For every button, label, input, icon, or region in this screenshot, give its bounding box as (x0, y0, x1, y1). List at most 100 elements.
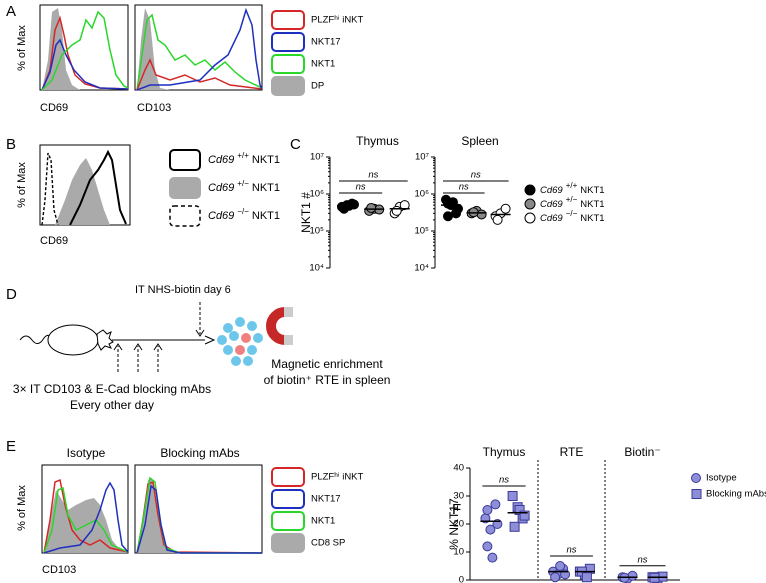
gene: Cd69 (208, 154, 234, 166)
y-tick-label: 10⁵ (414, 226, 429, 237)
arrow-head (133, 343, 143, 351)
legend-label: Cd69 +/− NKT1 (208, 179, 280, 194)
data-point (485, 524, 496, 535)
legend-label: Cd69 −/− NKT1 (208, 207, 280, 222)
genotype: +/+ (566, 181, 578, 190)
legend-swatch (271, 467, 305, 487)
data-point (492, 214, 503, 225)
legend-swatch (271, 10, 305, 30)
panel-label: F (452, 501, 461, 518)
arrow-head (195, 329, 205, 337)
panel-label: A (6, 3, 16, 20)
data-point (482, 541, 493, 552)
legend-label: Isotype (706, 473, 737, 484)
y-tick-label: 40 (453, 463, 464, 474)
legend-label: NKT17 (311, 494, 341, 505)
x-label: CD103 (137, 102, 171, 114)
panel-e: Isotype Blocking mAbs % of Max CD103 PLZ… (16, 446, 364, 576)
histogram-wt (69, 149, 127, 226)
y-tick-label: 20 (453, 519, 464, 530)
histogram-nkt17 (41, 38, 129, 91)
x-label: CD69 (40, 235, 68, 247)
legend-marker (691, 473, 701, 483)
legend-swatch (169, 205, 201, 227)
mouse-body (47, 324, 99, 356)
step-label: IT NHS-biotin day 6 (135, 284, 231, 296)
histogram-cd8 (137, 478, 180, 553)
data-point (391, 205, 402, 216)
histogram-plzf (41, 15, 129, 91)
y-label: % of Max (16, 162, 28, 208)
gene: Cd69 (540, 213, 563, 224)
y-tick-label: 10⁶ (310, 189, 325, 200)
legend-marker (524, 212, 536, 224)
y-label: NKT1 # (299, 192, 313, 233)
legend-marker (691, 489, 702, 499)
legend-label: NKT1 (311, 59, 335, 70)
significance: ns (471, 170, 481, 181)
histogram-dp (42, 8, 80, 90)
significance: ns (356, 182, 366, 193)
gene: Cd69 (208, 210, 234, 222)
histogram-nkt17 (136, 7, 263, 91)
panel-a: % of Max CD69 CD103 PLZFʰⁱ iNKT NKT17 NK… (16, 4, 364, 114)
x-label: CD69 (40, 102, 68, 114)
data-point (349, 199, 359, 210)
data-point (507, 491, 518, 501)
data-point (443, 211, 453, 222)
y-label: % of Max (16, 25, 28, 71)
histogram-nkt1 (136, 13, 263, 91)
y-tick-label: 10⁵ (309, 226, 324, 237)
significance: ns (637, 554, 647, 565)
data-point (339, 202, 349, 213)
y-tick-label: 0 (459, 575, 464, 583)
significance: ns (499, 475, 509, 486)
legend-swatch (271, 489, 305, 509)
data-point (366, 202, 377, 213)
legend-marker (524, 184, 536, 196)
legend-swatch (271, 76, 305, 96)
legend-swatch (271, 533, 305, 553)
legend-label: DP (311, 81, 324, 92)
legend-label: PLZFʰⁱ iNKT (311, 15, 364, 26)
histogram-het (55, 158, 110, 225)
cell: NKT1 (580, 213, 604, 224)
cell: NKT1 (252, 154, 280, 166)
y-tick-label: 10⁴ (414, 263, 429, 274)
panel-c: NKT1 #Thymus10⁴10⁵10⁶10⁷nsnsSpleen10⁴10⁵… (299, 134, 604, 273)
legend-label: CD8 SP (311, 538, 345, 549)
data-point (581, 572, 592, 583)
data-point (550, 572, 561, 583)
legend-swatch (169, 149, 201, 171)
y-tick-label: 10 (453, 547, 464, 558)
genotype: +/− (237, 179, 249, 188)
genotype: −/− (566, 209, 578, 218)
cell: NKT1 (580, 199, 604, 210)
mouse-head (96, 329, 114, 351)
significance: ns (459, 182, 469, 193)
data-point (519, 510, 530, 521)
legend-label: NKT17 (311, 37, 341, 48)
data-point (490, 499, 501, 510)
panel-label: E (6, 438, 16, 455)
legend-label: Cd69 +/+ NKT1 (208, 151, 280, 166)
treatment-label: Every other day (70, 398, 154, 412)
facet-title: Thymus (356, 134, 399, 148)
data-point (500, 203, 511, 214)
y-tick-label: 10⁴ (309, 263, 324, 274)
legend-swatch (271, 32, 305, 52)
y-label: % NKT17 (447, 498, 461, 550)
panel-d: IT NHS-biotin day 6 Magnetic enrichment … (13, 284, 391, 412)
arrow-head (153, 343, 163, 351)
gene: Cd69 (208, 182, 234, 194)
panel-title: Isotype (67, 446, 106, 460)
data-point (509, 521, 520, 532)
cell: NKT1 (252, 210, 280, 222)
legend-label: Cd69 +/− NKT1 (540, 195, 605, 209)
y-tick-label: 10⁶ (415, 189, 430, 200)
y-label: % of Max (16, 485, 28, 531)
data-point (487, 552, 498, 563)
panel-title: Blocking mAbs (160, 446, 239, 460)
